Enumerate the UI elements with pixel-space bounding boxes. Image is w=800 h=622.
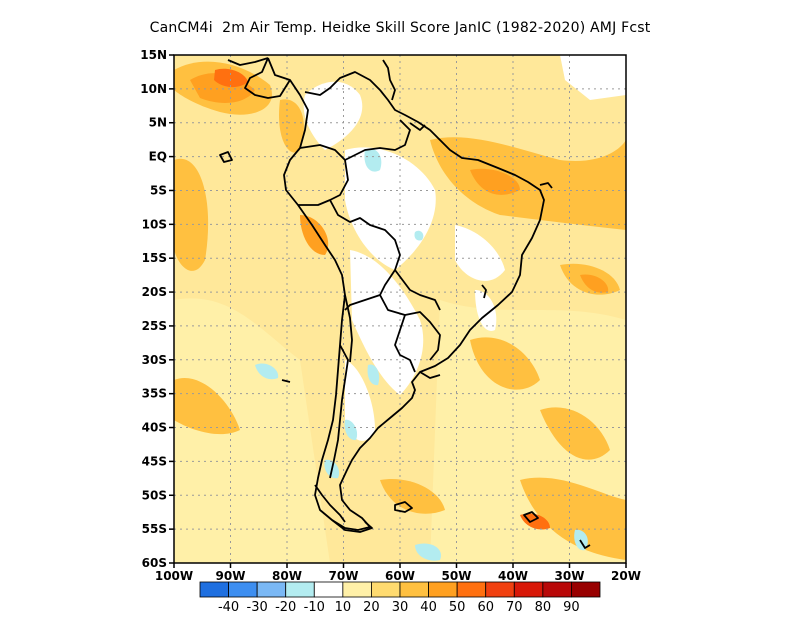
lat-tick-label: 10N bbox=[140, 82, 167, 96]
colorbar-label: -10 bbox=[304, 600, 325, 615]
lon-tick-label: 60W bbox=[385, 569, 415, 583]
lat-tick-label: 15N bbox=[140, 48, 167, 62]
lon-tick-label: 30W bbox=[555, 569, 585, 583]
colorbar-bin bbox=[285, 581, 315, 598]
colorbar-label: 80 bbox=[535, 600, 552, 615]
latitude-axis: 15N 10N 5N EQ 5S 10S 15S 20S 25S 30S 35S 40S 45S 50S 5… bbox=[140, 48, 174, 570]
colorbar-bin bbox=[342, 581, 372, 598]
lat-tick-label: 50S bbox=[142, 488, 167, 502]
lat-tick-label: EQ bbox=[149, 150, 167, 164]
colorbar-bin bbox=[313, 581, 344, 598]
lon-tick-label: 50W bbox=[442, 569, 472, 583]
lat-tick-label: 15S bbox=[142, 251, 167, 265]
colorbar-bin bbox=[228, 581, 258, 598]
lat-tick-label: 45S bbox=[142, 454, 167, 468]
colorbar-label: 20 bbox=[363, 600, 380, 615]
lon-tick-label: 100W bbox=[155, 569, 193, 583]
colorbar-label: 10 bbox=[335, 600, 352, 615]
colorbar-bin bbox=[485, 581, 515, 598]
colorbar: -40 -30 -20 -10 10 20 30 40 50 60 70 80 90 bbox=[199, 581, 601, 615]
lat-tick-label: 40S bbox=[142, 421, 167, 435]
colorbar-label: 50 bbox=[449, 600, 466, 615]
lon-tick-label: 70W bbox=[329, 569, 359, 583]
colorbar-bin bbox=[513, 581, 544, 598]
colorbar-label: -40 bbox=[218, 600, 239, 615]
longitude-axis: 100W 90W 80W 70W 60W 50W 40W 30W 20W bbox=[155, 563, 641, 583]
colorbar-label: 40 bbox=[420, 600, 437, 615]
lat-tick-label: 25S bbox=[142, 319, 167, 333]
coastlines bbox=[219, 57, 591, 549]
colorbar-label: -30 bbox=[247, 600, 268, 615]
colorbar-bin bbox=[571, 581, 601, 598]
lat-tick-label: 35S bbox=[142, 387, 167, 401]
colorbar-bin bbox=[456, 581, 487, 598]
colorbar-bin bbox=[428, 581, 458, 598]
colorbar-bin bbox=[399, 581, 429, 598]
lat-tick-label: 55S bbox=[142, 522, 167, 536]
lat-tick-label: 60S bbox=[142, 556, 167, 570]
colorbar-bin bbox=[199, 581, 229, 598]
lon-tick-label: 20W bbox=[611, 569, 641, 583]
lon-tick-label: 40W bbox=[498, 569, 528, 583]
colorbar-label: 60 bbox=[477, 600, 494, 615]
colorbar-label: 30 bbox=[392, 600, 409, 615]
lat-tick-label: 5N bbox=[149, 116, 167, 130]
lat-tick-label: 5S bbox=[150, 183, 167, 197]
colorbar-label: -20 bbox=[275, 600, 296, 615]
lat-tick-label: 20S bbox=[142, 285, 167, 299]
lon-tick-label: 90W bbox=[216, 569, 246, 583]
lon-tick-label: 80W bbox=[272, 569, 302, 583]
colorbar-bin bbox=[542, 581, 572, 598]
colorbar-label: 70 bbox=[506, 600, 523, 615]
colorbar-bin bbox=[256, 581, 287, 598]
chart-title: CanCM4i 2m Air Temp. Heidke Skill Score … bbox=[149, 20, 651, 36]
lat-tick-label: 30S bbox=[142, 353, 167, 367]
colorbar-bin bbox=[371, 581, 401, 598]
colorbar-label: 90 bbox=[563, 600, 580, 615]
skill-field bbox=[174, 55, 626, 563]
lat-tick-label: 10S bbox=[142, 217, 167, 231]
